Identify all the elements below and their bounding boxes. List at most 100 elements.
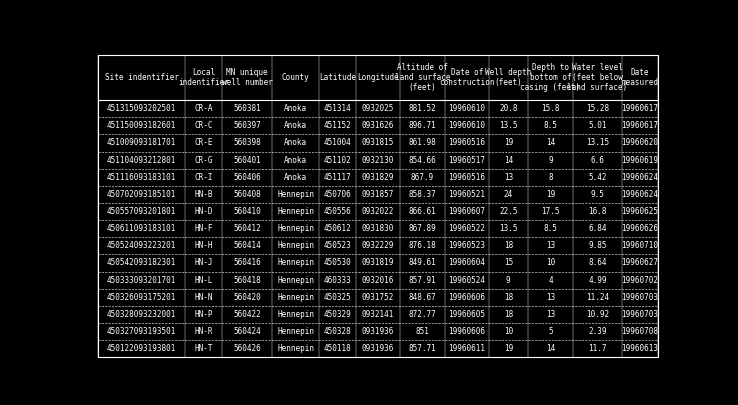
Text: 19960617: 19960617 — [621, 104, 658, 113]
Text: 450524093223201: 450524093223201 — [107, 241, 176, 250]
Text: 0932141: 0932141 — [362, 310, 394, 319]
Text: 0931752: 0931752 — [362, 293, 394, 302]
Text: 0931626: 0931626 — [362, 121, 394, 130]
Text: 560408: 560408 — [233, 190, 261, 199]
Text: Longitude: Longitude — [357, 73, 399, 82]
Text: 15.8: 15.8 — [541, 104, 560, 113]
Text: 19960606: 19960606 — [449, 327, 486, 336]
Text: 460333: 460333 — [324, 276, 351, 285]
Text: 19960611: 19960611 — [449, 344, 486, 353]
Text: 4: 4 — [548, 276, 553, 285]
Text: Hennepin: Hennepin — [277, 258, 314, 267]
Text: 450612: 450612 — [324, 224, 351, 233]
Text: 19960516: 19960516 — [449, 173, 486, 182]
Text: 9.85: 9.85 — [588, 241, 607, 250]
Text: 4.99: 4.99 — [588, 276, 607, 285]
Text: Hennepin: Hennepin — [277, 190, 314, 199]
Text: 881.52: 881.52 — [409, 104, 436, 113]
Text: 5.42: 5.42 — [588, 173, 607, 182]
Text: 22.5: 22.5 — [499, 207, 517, 216]
Text: 0931936: 0931936 — [362, 327, 394, 336]
Text: 0931936: 0931936 — [362, 344, 394, 353]
Text: 8: 8 — [548, 173, 553, 182]
Text: 0932130: 0932130 — [362, 156, 394, 164]
Text: HN-B: HN-B — [194, 190, 213, 199]
Text: 14: 14 — [546, 139, 555, 147]
Text: 8.64: 8.64 — [588, 258, 607, 267]
Text: 0931829: 0931829 — [362, 173, 394, 182]
Text: Hennepin: Hennepin — [277, 344, 314, 353]
Text: 450329: 450329 — [324, 310, 351, 319]
Text: 451315093202501: 451315093202501 — [107, 104, 176, 113]
Text: 19: 19 — [503, 139, 513, 147]
Text: 896.71: 896.71 — [409, 121, 436, 130]
Text: 18: 18 — [503, 293, 513, 302]
Text: Hennepin: Hennepin — [277, 327, 314, 336]
Text: 560420: 560420 — [233, 293, 261, 302]
Text: 867.89: 867.89 — [409, 224, 436, 233]
Text: 451117: 451117 — [324, 173, 351, 182]
Text: 450325: 450325 — [324, 293, 351, 302]
Text: 0931830: 0931830 — [362, 224, 394, 233]
Text: CR-C: CR-C — [194, 121, 213, 130]
Text: 13: 13 — [503, 173, 513, 182]
Text: County: County — [282, 73, 310, 82]
Text: 19960619: 19960619 — [621, 156, 658, 164]
Text: Hennepin: Hennepin — [277, 241, 314, 250]
Text: 13: 13 — [546, 293, 555, 302]
Text: 0932229: 0932229 — [362, 241, 394, 250]
Text: 851: 851 — [415, 327, 430, 336]
Text: HN-F: HN-F — [194, 224, 213, 233]
Text: 876.18: 876.18 — [409, 241, 436, 250]
Text: 19960620: 19960620 — [621, 139, 658, 147]
Text: 560422: 560422 — [233, 310, 261, 319]
Text: Anoka: Anoka — [284, 104, 307, 113]
Text: 19960605: 19960605 — [449, 310, 486, 319]
Text: 857.71: 857.71 — [409, 344, 436, 353]
Text: 10.92: 10.92 — [586, 310, 609, 319]
Text: 19960521: 19960521 — [449, 190, 486, 199]
Text: 866.61: 866.61 — [409, 207, 436, 216]
Text: Water level
(feet below
land surface): Water level (feet below land surface) — [568, 62, 627, 92]
Text: 450557093201801: 450557093201801 — [107, 207, 176, 216]
Text: 848.67: 848.67 — [409, 293, 436, 302]
Text: 450328: 450328 — [324, 327, 351, 336]
Text: Anoka: Anoka — [284, 121, 307, 130]
Text: 867.9: 867.9 — [411, 173, 434, 182]
Text: 451009093181701: 451009093181701 — [107, 139, 176, 147]
Text: 560416: 560416 — [233, 258, 261, 267]
Text: 11.24: 11.24 — [586, 293, 609, 302]
Text: 19960517: 19960517 — [449, 156, 486, 164]
Text: 0931819: 0931819 — [362, 258, 394, 267]
Text: 18: 18 — [503, 241, 513, 250]
Text: Hennepin: Hennepin — [277, 207, 314, 216]
Text: 450118: 450118 — [324, 344, 351, 353]
Text: Well depth
(feet): Well depth (feet) — [485, 68, 531, 87]
Text: 9.5: 9.5 — [590, 190, 604, 199]
Text: 19960624: 19960624 — [621, 173, 658, 182]
Text: 19960604: 19960604 — [449, 258, 486, 267]
Text: 857.91: 857.91 — [409, 276, 436, 285]
Text: Site indentifier: Site indentifier — [105, 73, 179, 82]
Text: HN-J: HN-J — [194, 258, 213, 267]
Text: 19: 19 — [503, 344, 513, 353]
Text: CR-I: CR-I — [194, 173, 213, 182]
Text: MN unique
well number: MN unique well number — [221, 68, 272, 87]
Text: 19960626: 19960626 — [621, 224, 658, 233]
Text: 19960523: 19960523 — [449, 241, 486, 250]
Text: 9: 9 — [548, 156, 553, 164]
Text: 450542093182301: 450542093182301 — [107, 258, 176, 267]
Text: 451314: 451314 — [324, 104, 351, 113]
Text: 560426: 560426 — [233, 344, 261, 353]
Text: 0931857: 0931857 — [362, 190, 394, 199]
Text: 450333093201701: 450333093201701 — [107, 276, 176, 285]
Text: 13: 13 — [546, 241, 555, 250]
Text: Hennepin: Hennepin — [277, 276, 314, 285]
Text: 5: 5 — [548, 327, 553, 336]
Text: HN-D: HN-D — [194, 207, 213, 216]
Text: 0932022: 0932022 — [362, 207, 394, 216]
Text: 560410: 560410 — [233, 207, 261, 216]
Text: 13.15: 13.15 — [586, 139, 609, 147]
Text: 13.5: 13.5 — [499, 224, 517, 233]
Text: 19960610: 19960610 — [449, 121, 486, 130]
